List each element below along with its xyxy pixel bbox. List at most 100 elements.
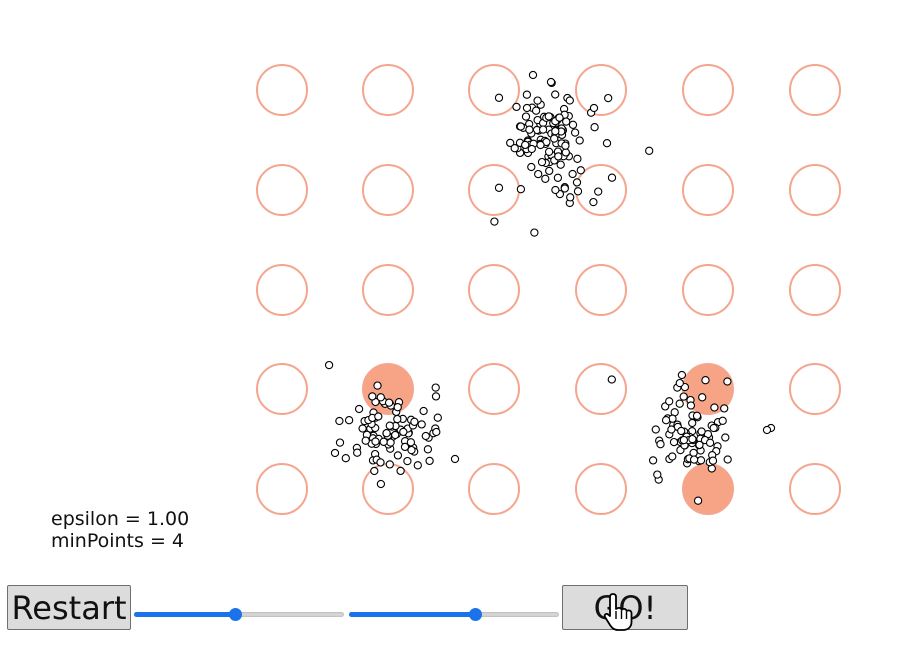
minpoints-slider-thumb[interactable] <box>469 608 482 621</box>
grid-circle <box>256 463 308 515</box>
data-point <box>399 427 408 437</box>
data-point <box>572 178 582 187</box>
data-point <box>374 412 383 421</box>
data-point <box>701 376 710 385</box>
grid-circle <box>575 64 627 116</box>
data-point <box>527 162 536 172</box>
data-point <box>561 141 570 150</box>
data-point <box>544 147 554 156</box>
data-point <box>546 77 556 87</box>
minpoints-slider[interactable] <box>349 608 559 621</box>
data-point <box>423 445 433 454</box>
data-point <box>382 429 391 438</box>
data-point <box>573 154 582 163</box>
data-point <box>494 183 504 192</box>
data-point <box>358 424 367 433</box>
data-point <box>560 184 569 193</box>
parameter-readout: epsilon = 1.00 minPoints = 4 <box>51 508 189 552</box>
data-point <box>379 437 388 446</box>
data-point <box>450 454 460 464</box>
data-point <box>555 113 564 122</box>
data-point <box>373 381 382 390</box>
restart-button[interactable]: Restart <box>7 585 131 630</box>
grid-circle <box>468 463 520 515</box>
data-point <box>376 458 385 467</box>
data-point <box>723 377 732 386</box>
dbscan-canvas[interactable] <box>0 0 900 520</box>
data-point <box>667 425 676 434</box>
data-point <box>565 96 574 105</box>
data-point <box>544 112 553 121</box>
data-point <box>602 139 612 148</box>
data-point <box>354 404 364 414</box>
data-point <box>421 431 430 441</box>
epsilon-label: epsilon = 1.00 <box>51 508 190 530</box>
data-point <box>384 398 394 407</box>
data-point <box>677 370 687 380</box>
data-point <box>689 448 698 458</box>
data-point <box>607 173 617 182</box>
data-point <box>568 120 578 129</box>
data-point <box>675 378 684 388</box>
data-point <box>723 455 732 464</box>
data-point <box>521 112 531 121</box>
data-point <box>709 423 718 433</box>
grid-circle <box>468 164 520 216</box>
data-point <box>525 125 534 134</box>
grid-circle <box>468 363 520 415</box>
data-point <box>431 383 440 392</box>
epsilon-slider-thumb[interactable] <box>228 608 242 621</box>
data-point <box>413 461 422 470</box>
data-point <box>425 456 434 466</box>
grid-circle <box>575 463 627 515</box>
data-point <box>371 437 380 446</box>
data-point <box>385 421 394 430</box>
data-point <box>330 448 340 458</box>
data-point <box>562 117 571 126</box>
data-point <box>494 93 504 102</box>
data-point <box>576 166 585 175</box>
data-point <box>653 470 662 479</box>
data-point <box>708 456 718 465</box>
grid-circle <box>362 64 414 116</box>
data-point <box>698 393 707 402</box>
grid-circle <box>575 363 627 415</box>
data-point <box>393 451 403 460</box>
data-point <box>697 427 706 436</box>
data-point <box>393 414 402 424</box>
data-point <box>651 425 660 434</box>
data-point <box>679 392 688 401</box>
data-point <box>419 406 428 416</box>
data-point <box>530 228 539 237</box>
data-point <box>512 102 521 112</box>
data-point <box>607 375 616 384</box>
grid-circle <box>789 64 841 116</box>
data-point <box>551 185 560 195</box>
data-point <box>570 128 580 137</box>
epsilon-slider[interactable] <box>134 608 344 621</box>
data-point <box>537 157 547 167</box>
data-point <box>406 438 416 447</box>
data-point <box>718 416 727 425</box>
data-point <box>545 166 554 176</box>
data-point <box>762 425 772 435</box>
data-point <box>693 496 703 505</box>
data-point <box>410 417 419 426</box>
data-point <box>551 127 560 136</box>
grid-circle <box>575 264 627 316</box>
data-point <box>531 106 541 115</box>
data-point <box>551 90 560 99</box>
data-point <box>696 456 706 465</box>
data-point <box>677 426 686 436</box>
grid-circle <box>789 463 841 515</box>
data-point <box>668 452 677 461</box>
data-point <box>393 403 402 412</box>
data-point <box>688 434 697 444</box>
data-point <box>688 418 697 428</box>
data-point <box>553 173 563 182</box>
data-point <box>692 411 702 420</box>
data-point <box>522 90 532 99</box>
data-point <box>324 360 334 370</box>
data-point <box>376 393 385 402</box>
data-point <box>516 122 525 131</box>
